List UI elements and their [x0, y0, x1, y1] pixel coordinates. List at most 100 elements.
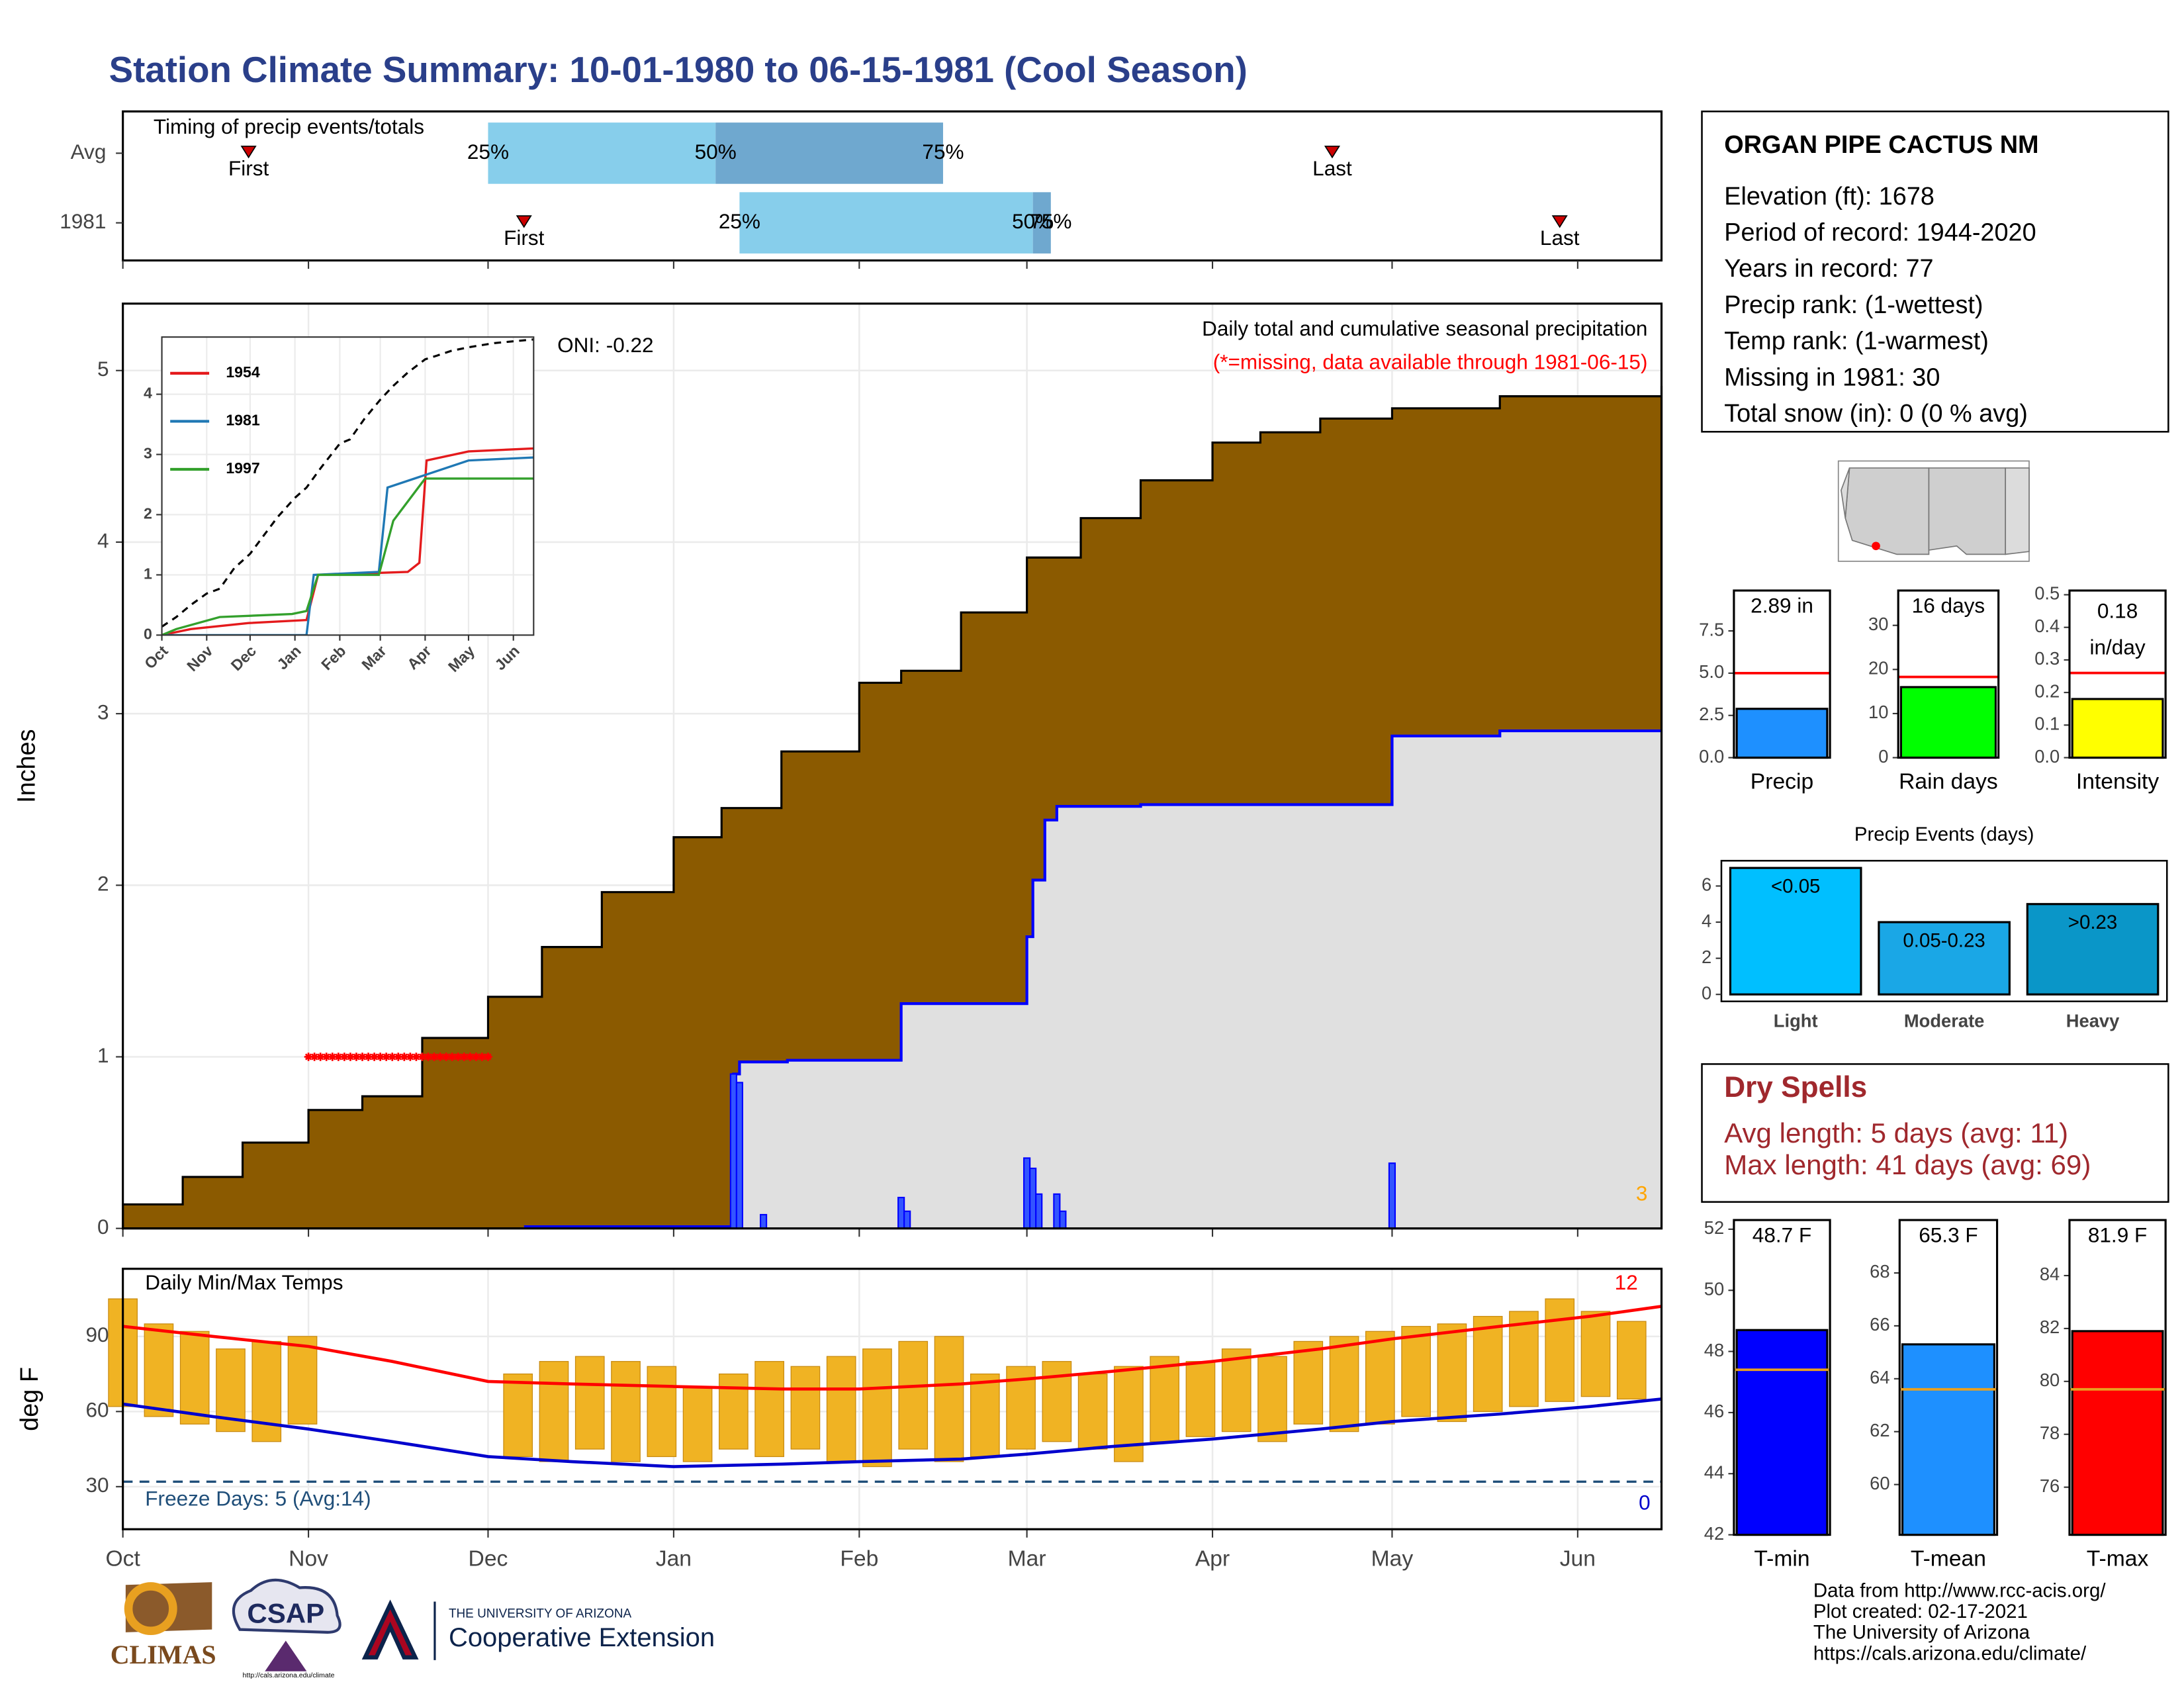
value-label: 0.18 in/day: [2089, 599, 2145, 659]
event-bar: [2026, 903, 2160, 996]
missing-asterisk: [406, 1053, 415, 1061]
y-tick-label: 44: [1704, 1462, 1724, 1482]
y-tick-label: 2: [144, 505, 152, 522]
temp-range-bar: [539, 1361, 569, 1462]
footer-line: Data from http://www.rcc-acis.org/: [1813, 1580, 2106, 1602]
daily-bar: [1023, 1157, 1031, 1229]
temp-range-bar: [970, 1373, 1000, 1458]
missing-asterisk: [352, 1053, 361, 1061]
csap-url: http://cals.arizona.edu/climate: [243, 1671, 335, 1679]
temp-range-bar: [1616, 1321, 1647, 1400]
temp-range-bar: [682, 1385, 713, 1462]
event-bar: [1729, 867, 1862, 996]
gauge-frame: [1733, 589, 1831, 759]
y-tick-label: 60: [1870, 1473, 1889, 1493]
quartile-label: 25%: [719, 209, 760, 233]
row-label: 1981: [60, 209, 106, 233]
quartile-box: [739, 192, 1033, 254]
x-tick-label: Light: [1774, 1011, 1818, 1031]
dry-spells-title: Dry Spells: [1724, 1071, 1867, 1103]
missing-asterisk: [394, 1053, 403, 1061]
csap-logo: CSAP http://cals.arizona.edu/climate: [232, 1578, 341, 1679]
ua-text: THE UNIVERSITY OF ARIZONA: [449, 1607, 632, 1620]
temp-range-bar: [144, 1323, 174, 1417]
missing-asterisk: [453, 1053, 463, 1061]
temp-range-bar: [898, 1340, 929, 1450]
temp-range-bar: [647, 1366, 677, 1458]
hot-count: 12: [1615, 1270, 1638, 1294]
temp-range-bar: [1150, 1356, 1180, 1442]
y-tick-label: 6: [1702, 874, 1711, 895]
x-tick-label: Feb: [840, 1546, 878, 1571]
temp-range-bar: [826, 1356, 856, 1462]
oni-label: ONI: -0.22: [557, 333, 654, 357]
temp-range-bar: [251, 1340, 282, 1442]
y-tick-label: 30: [1868, 614, 1888, 634]
event-marker: [1551, 215, 1568, 228]
daily-bar: [903, 1210, 911, 1229]
legend-label: 1954: [226, 363, 260, 381]
value-label: 0.05-0.23: [1903, 929, 1985, 951]
y-tick-label: 30: [86, 1473, 109, 1497]
gauge-label: Intensity: [2076, 769, 2160, 794]
row-label: Avg: [71, 140, 107, 164]
daily-bar: [735, 1082, 743, 1229]
daily-bar: [1029, 1167, 1037, 1229]
y-tick-label: 0: [1878, 746, 1888, 767]
x-tick-label: Moderate: [1904, 1011, 1985, 1031]
y-tick-label: 50: [1704, 1278, 1724, 1299]
freeze-note: Freeze Days: 5 (Avg:14): [145, 1486, 371, 1510]
missing-asterisk: [388, 1053, 397, 1061]
y-tick-label: 0: [1702, 982, 1711, 1003]
gauge-frame: [2068, 1219, 2167, 1536]
missing-asterisk: [484, 1053, 492, 1061]
inset-bg: [161, 337, 534, 635]
value-label: 2.89 in: [1751, 594, 1813, 618]
y-tick-label: 80: [2040, 1370, 2060, 1390]
y-axis-label: Inches: [13, 729, 41, 803]
climas-text: CLIMAS: [111, 1640, 216, 1669]
y-tick-label: 5.0: [1699, 661, 1724, 682]
y-tick-label: 84: [2040, 1264, 2060, 1284]
value-label: <0.05: [1771, 875, 1821, 897]
x-tick-label: Nov: [289, 1546, 328, 1571]
y-tick-label: 0.1: [2034, 714, 2060, 734]
y-tick-label: 66: [1870, 1314, 1889, 1335]
y-tick-label: 90: [86, 1323, 109, 1346]
temp-range-bar: [611, 1361, 641, 1462]
footer-line: Plot created: 02-17-2021: [1813, 1601, 2028, 1622]
y-tick-label: 4: [144, 385, 152, 402]
y-tick-label: 0.2: [2034, 680, 2060, 701]
y-tick-label: 64: [1870, 1367, 1889, 1387]
missing-asterisk: [340, 1053, 349, 1061]
gauge-bar: [1899, 686, 1997, 759]
quartile-box: [1032, 192, 1051, 254]
y-tick-label: 52: [1704, 1217, 1724, 1238]
y-tick-label: 0.4: [2034, 616, 2060, 636]
missing-marks: [304, 1053, 492, 1061]
csap-text: CSAP: [247, 1598, 324, 1629]
y-tick-label: 0: [144, 626, 152, 643]
value-label: 48.7 F: [1752, 1223, 1811, 1247]
missing-asterisk: [424, 1053, 433, 1061]
climas-logo: CLIMAS: [111, 1582, 216, 1669]
missing-asterisk: [441, 1053, 451, 1061]
station-line: Period of record: 1944-2020: [1724, 218, 2036, 246]
value-label: 65.3 F: [1919, 1223, 1978, 1247]
y-tick-label: 2: [97, 872, 109, 896]
temp-range-bar: [862, 1348, 892, 1468]
y-tick-label: 3: [97, 700, 109, 724]
x-tick-label: Apr: [1195, 1546, 1230, 1571]
avg-temp-line: [122, 1397, 1662, 1468]
dry-spells-line: Avg length: 5 days (avg: 11): [1724, 1117, 2068, 1149]
temp-range-bar: [179, 1331, 210, 1425]
temp-range-bar: [1221, 1348, 1251, 1432]
quartile-label: 50%: [1012, 209, 1054, 233]
missing-asterisk: [472, 1053, 480, 1061]
gauge-label: T-mean: [1911, 1546, 1986, 1571]
missing-asterisk: [304, 1053, 313, 1061]
missing-asterisk: [435, 1053, 445, 1061]
temp-range-bar: [1545, 1298, 1575, 1402]
y-tick-label: 0.0: [2034, 746, 2060, 767]
